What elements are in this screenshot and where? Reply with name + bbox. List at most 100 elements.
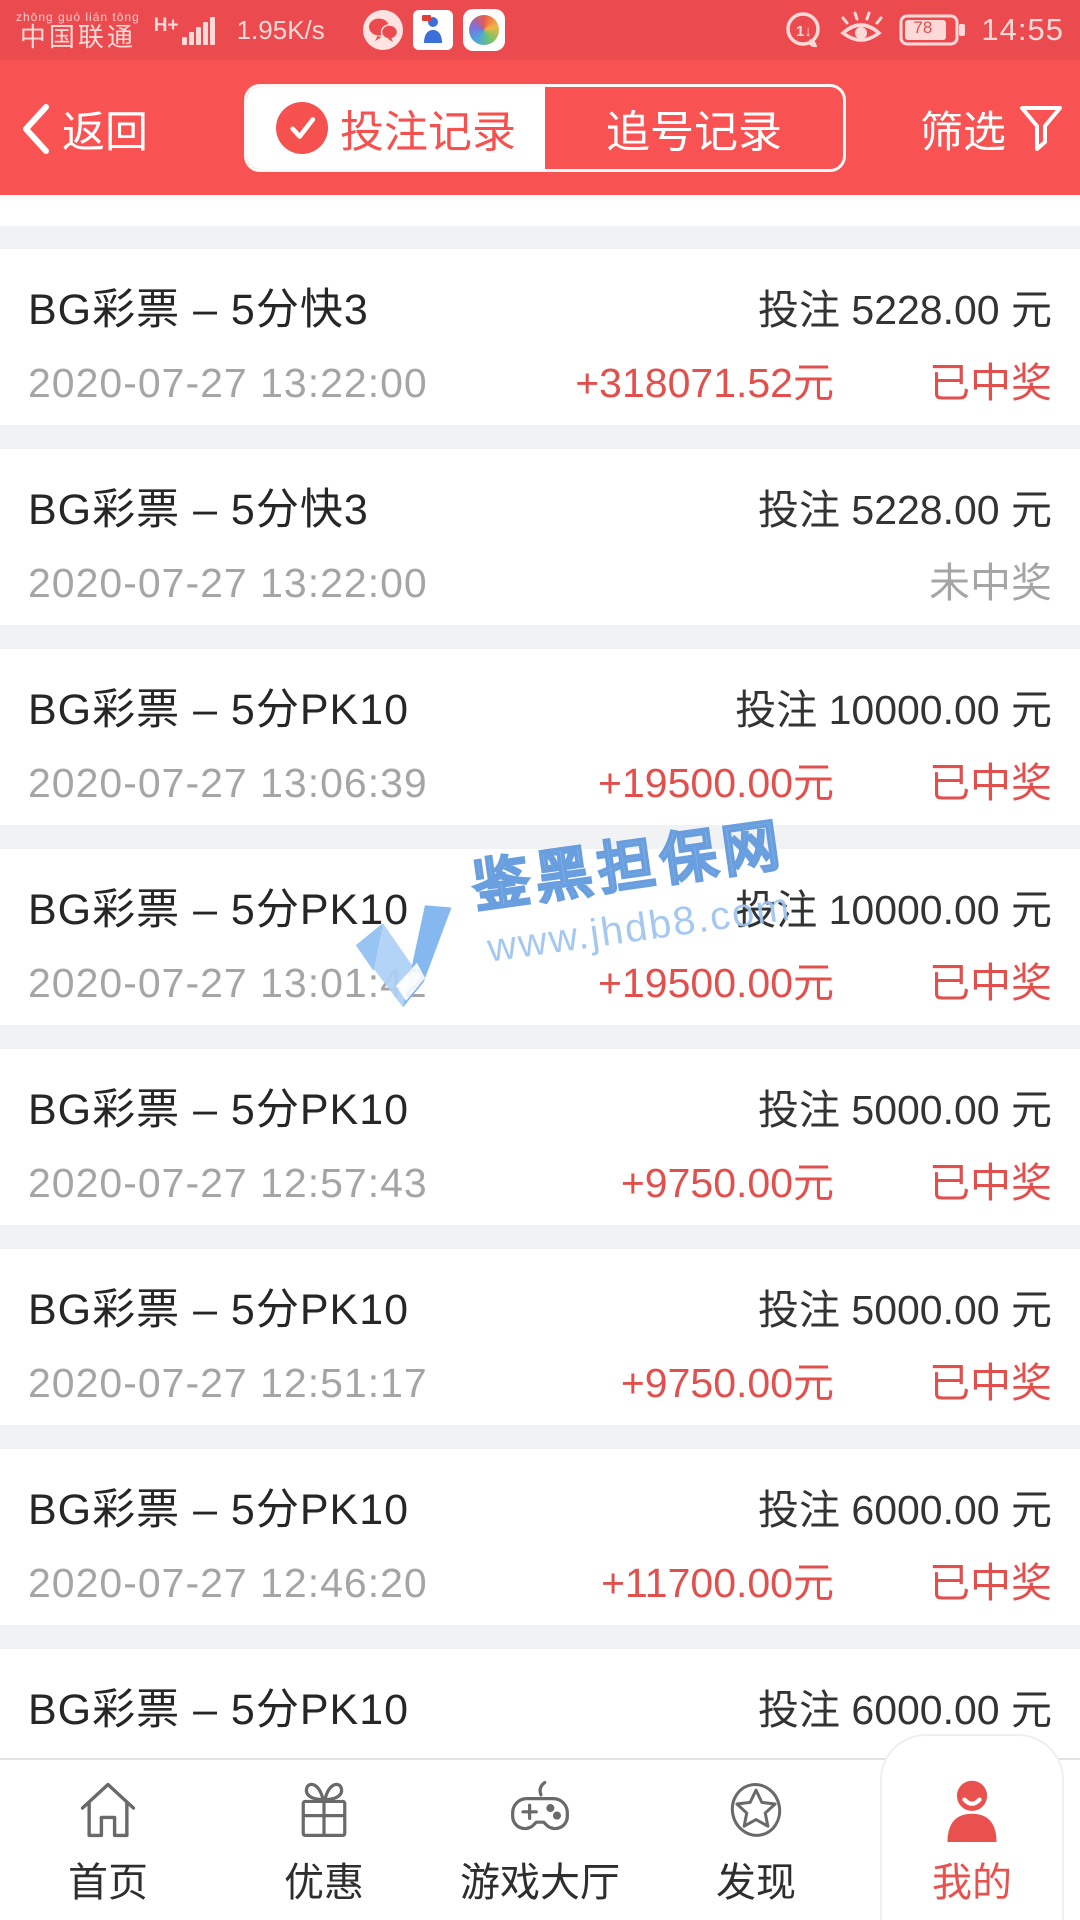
wechat-icon: [362, 10, 403, 50]
record-bet-amount: 投注 10000.00 元: [735, 887, 1052, 933]
record-game-title: BG彩票 – 5分PK10: [28, 1286, 410, 1334]
record-game-title: BG彩票 – 5分快3: [28, 286, 369, 334]
record-bet-amount: 投注 5228.00 元: [758, 487, 1052, 533]
tab-bet-records[interactable]: 投注记录: [247, 87, 545, 169]
clock-label: 14:55: [981, 12, 1064, 47]
gift-icon: [301, 1782, 347, 1838]
partial-record-status: 已中奖: [929, 195, 1052, 200]
record-detail-row: 2020-07-27 13:22:00 未中奖: [28, 549, 1052, 609]
record-timestamp: 2020-07-27 13:06:39: [28, 760, 428, 806]
check-circle-icon: [276, 102, 328, 154]
record-timestamp: 2020-07-27 13:22:00: [28, 560, 428, 606]
eye-protection-icon: [837, 11, 885, 49]
record-type-tabs: 投注记录 追号记录: [244, 84, 846, 172]
record-title-row: BG彩票 – 5分快3 投注 5228.00 元: [28, 275, 1052, 337]
svg-text:1↓: 1↓: [796, 23, 812, 40]
network-type-label: H+: [153, 14, 179, 36]
record-title-row: BG彩票 – 5分PK10 投注 6000.00 元: [28, 1675, 1052, 1737]
funnel-icon: [1020, 106, 1062, 151]
nav-item-game-hall[interactable]: 游戏大厅: [432, 1760, 648, 1920]
bet-record-card[interactable]: BG彩票 – 5分PK10 投注 6000.00 元: [0, 1649, 1080, 1758]
record-status-badge: 未中奖: [929, 560, 1052, 606]
app-notification-icon: [412, 10, 453, 50]
battery-icon: 78: [899, 13, 967, 47]
record-title-row: BG彩票 – 5分PK10 投注 10000.00 元: [28, 875, 1052, 937]
record-bet-amount: 投注 6000.00 元: [758, 1687, 1052, 1733]
bet-record-card[interactable]: BG彩票 – 5分PK10 投注 6000.00 元 2020-07-27 12…: [0, 1449, 1080, 1625]
record-list: 已中奖 BG彩票 – 5分快3 投注 5228.00 元 2020-07-27 …: [0, 195, 1080, 1758]
status-bar: zhōng guó lián tōng 中国联通 H+ 1.95K/s 1↓: [0, 0, 1080, 60]
filter-button[interactable]: 筛选: [920, 98, 1064, 160]
tab-bet-records-label: 投注记录: [340, 108, 516, 157]
record-detail-row: 2020-07-27 13:22:00 +318071.52元 已中奖: [28, 349, 1052, 409]
nav-label-home: 首页: [68, 1861, 148, 1905]
record-game-title: BG彩票 – 5分PK10: [28, 886, 410, 934]
record-bet-amount: 投注 5000.00 元: [758, 1287, 1052, 1333]
signal-bars-icon: [181, 16, 215, 45]
record-status-badge: 已中奖: [929, 760, 1052, 806]
record-timestamp: 2020-07-27 13:01:42: [28, 960, 428, 1006]
record-bet-amount: 投注 5228.00 元: [758, 287, 1052, 333]
record-detail-row: 2020-07-27 13:01:42 +19500.00元 已中奖: [28, 949, 1052, 1009]
record-win-amount: +9750.00元: [620, 1360, 834, 1406]
nav-label-mine: 我的: [932, 1861, 1012, 1905]
carrier-label: zhōng guó lián tōng 中国联通: [16, 9, 140, 52]
status-bar-right: 1↓ 78 14:55: [783, 10, 1064, 50]
chevron-left-icon: [23, 104, 49, 154]
tab-chase-records[interactable]: 追号记录: [545, 87, 843, 169]
nav-label-promotions: 优惠: [284, 1861, 364, 1905]
nav-item-promotions[interactable]: 优惠: [216, 1760, 432, 1920]
record-status-badge: 已中奖: [929, 1360, 1052, 1406]
record-timestamp: 2020-07-27 13:22:00: [28, 360, 428, 406]
nav-item-mine[interactable]: 我的: [864, 1734, 1080, 1920]
record-status-badge: 已中奖: [929, 1160, 1052, 1206]
record-status-badge: 已中奖: [929, 360, 1052, 406]
person-icon: [947, 1780, 997, 1842]
record-title-row: BG彩票 – 5分PK10 投注 10000.00 元: [28, 675, 1052, 737]
record-game-title: BG彩票 – 5分PK10: [28, 1486, 410, 1534]
record-bet-amount: 投注 5000.00 元: [758, 1087, 1052, 1133]
record-win-amount: +19500.00元: [598, 960, 834, 1006]
record-win-amount: +19500.00元: [598, 760, 834, 806]
app-header: 返回 投注记录 追号记录 筛选: [0, 60, 1080, 195]
gamepad-icon: [511, 1780, 569, 1831]
record-detail-row: 2020-07-27 12:46:20 +11700.00元 已中奖: [28, 1549, 1052, 1609]
network-speed: 1.95K/s: [236, 14, 325, 45]
bet-record-card[interactable]: BG彩票 – 5分PK10 投注 10000.00 元 2020-07-27 1…: [0, 649, 1080, 825]
record-game-title: BG彩票 – 5分快3: [28, 486, 369, 534]
record-win-amount: +318071.52元: [575, 360, 834, 406]
record-title-row: BG彩票 – 5分PK10 投注 5000.00 元: [28, 1075, 1052, 1137]
timer-mode-icon: 1↓: [783, 10, 823, 50]
record-detail-row: 2020-07-27 12:51:17 +9750.00元 已中奖: [28, 1349, 1052, 1409]
nav-item-home[interactable]: 首页: [0, 1760, 216, 1920]
filter-label: 筛选: [920, 109, 1006, 157]
record-status-badge: 已中奖: [929, 960, 1052, 1006]
record-detail-row: 2020-07-27 12:57:43 +9750.00元 已中奖: [28, 1149, 1052, 1209]
notification-icons: [362, 9, 505, 51]
record-game-title: BG彩票 – 5分PK10: [28, 686, 410, 734]
bet-record-card[interactable]: BG彩票 – 5分快3 投注 5228.00 元 2020-07-27 13:2…: [0, 249, 1080, 425]
home-icon: [80, 1782, 136, 1838]
bet-record-card[interactable]: BG彩票 – 5分快3 投注 5228.00 元 2020-07-27 13:2…: [0, 449, 1080, 625]
record-timestamp: 2020-07-27 12:57:43: [28, 1160, 428, 1206]
record-detail-row: 2020-07-27 13:06:39 +19500.00元 已中奖: [28, 749, 1052, 809]
bet-record-card[interactable]: BG彩票 – 5分PK10 投注 5000.00 元 2020-07-27 12…: [0, 1049, 1080, 1225]
partial-record-card: 已中奖: [0, 195, 1080, 226]
tab-chase-records-label: 追号记录: [606, 108, 782, 157]
nav-item-discover[interactable]: 发现: [648, 1760, 864, 1920]
battery-percent: 78: [913, 18, 933, 37]
signal-strength-icon: H+: [154, 16, 215, 45]
bet-record-card[interactable]: BG彩票 – 5分PK10 投注 10000.00 元 2020-07-27 1…: [0, 849, 1080, 1025]
record-timestamp: 2020-07-27 12:51:17: [28, 1360, 428, 1406]
record-win-amount: +11700.00元: [601, 1560, 834, 1606]
record-bet-amount: 投注 6000.00 元: [758, 1487, 1052, 1533]
gallery-app-icon: [462, 9, 505, 51]
bet-record-card[interactable]: BG彩票 – 5分PK10 投注 5000.00 元 2020-07-27 12…: [0, 1249, 1080, 1425]
record-title-row: BG彩票 – 5分快3 投注 5228.00 元: [28, 475, 1052, 537]
record-timestamp: 2020-07-27 12:46:20: [28, 1560, 428, 1606]
record-status-badge: 已中奖: [929, 1560, 1052, 1606]
back-button[interactable]: 返回: [20, 98, 148, 160]
star-icon: [730, 1783, 782, 1837]
record-game-title: BG彩票 – 5分PK10: [28, 1686, 410, 1734]
